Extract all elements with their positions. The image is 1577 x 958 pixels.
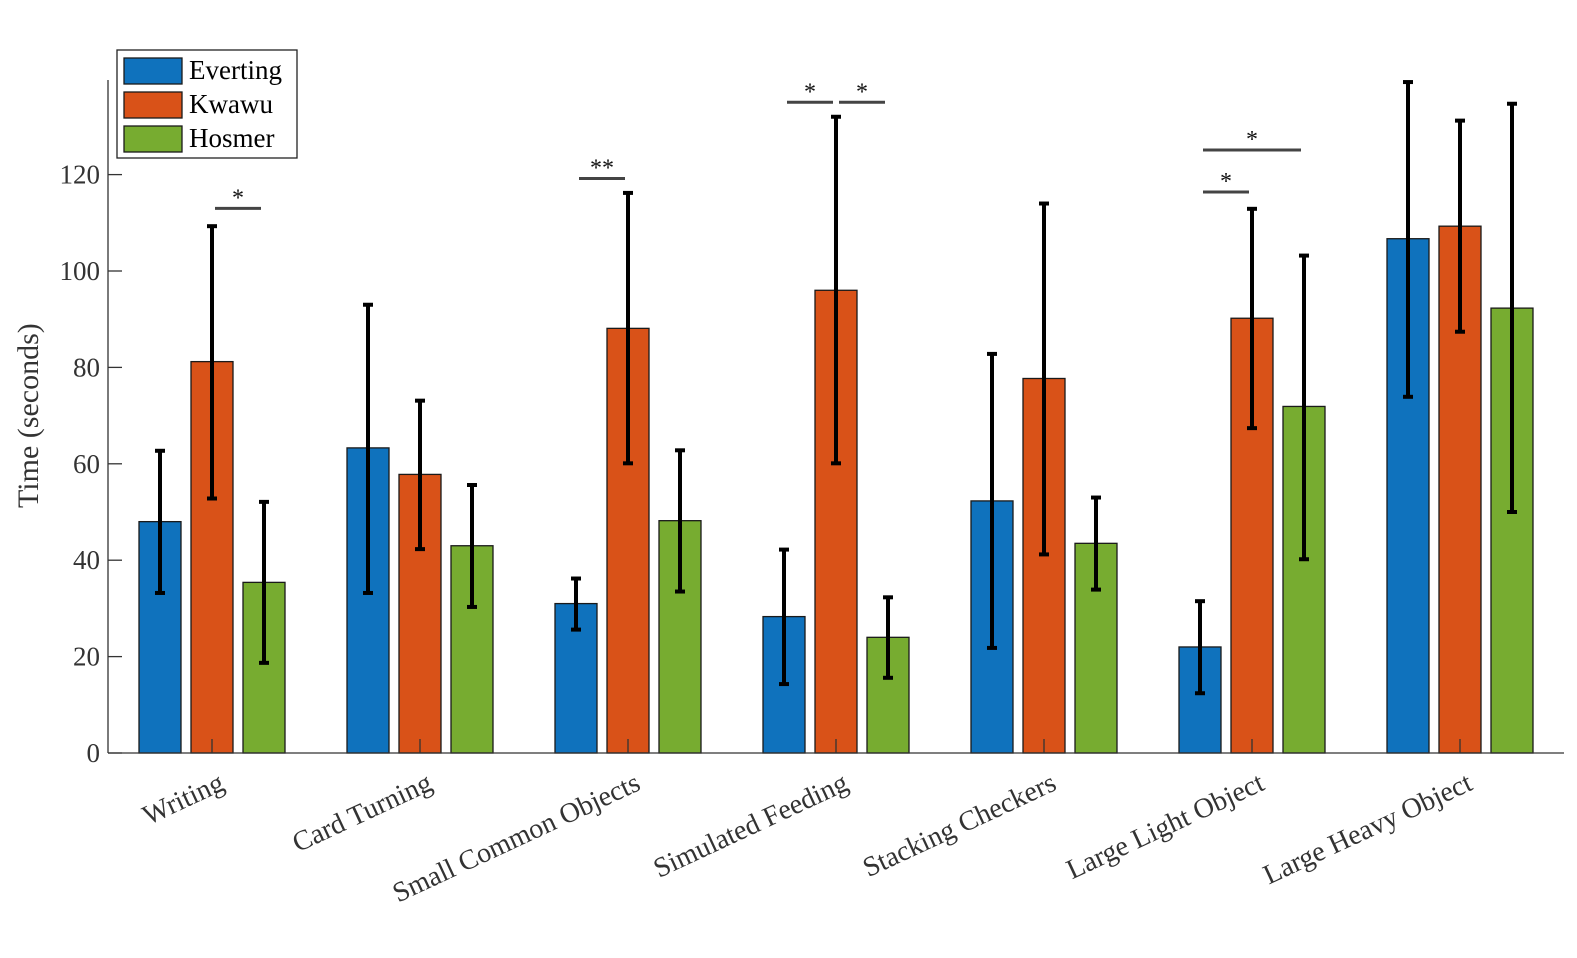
error-bars-group [155, 80, 1517, 696]
y-tick-label-120: 120 [60, 160, 101, 190]
significance-marker-0: * [232, 185, 244, 211]
legend-label-kwawu: Kwawu [189, 89, 273, 119]
significance-marker-4: * [1220, 169, 1232, 195]
y-tick-label-0: 0 [87, 738, 101, 768]
category-label-6: Large Heavy Object [1259, 767, 1478, 891]
y-tick-label-40: 40 [73, 545, 100, 575]
category-label-1: Card Turning [288, 767, 437, 859]
significance-group: **** *** [215, 79, 1301, 211]
y-axis-label: Time (seconds) [12, 323, 45, 508]
significance-marker-5: * [1246, 127, 1258, 153]
category-label-5: Large Light Object [1062, 767, 1269, 886]
legend-swatch-kwawu [123, 91, 183, 119]
y-ticks-group: 0 20 40 60 80 100 120 [60, 160, 1461, 768]
legend-swatch-hosmer [123, 125, 183, 153]
category-label-0: Writing [138, 767, 229, 831]
y-tick-label-60: 60 [73, 449, 100, 479]
y-tick-label-80: 80 [73, 352, 100, 382]
category-label-3: Simulated Feeding [649, 767, 853, 884]
legend-label-everting: Everting [189, 55, 282, 85]
significance-marker-3: * [856, 79, 868, 105]
significance-marker-1: ** [590, 155, 614, 181]
y-tick-label-100: 100 [60, 256, 101, 286]
y-tick-label-20: 20 [73, 642, 100, 672]
legend-label-hosmer: Hosmer [189, 123, 274, 153]
category-label-4: Stacking Checkers [858, 767, 1061, 883]
legend-swatch-everting [123, 57, 183, 85]
legend: Everting Kwawu Hosmer [116, 49, 298, 159]
significance-marker-2: * [804, 79, 816, 105]
